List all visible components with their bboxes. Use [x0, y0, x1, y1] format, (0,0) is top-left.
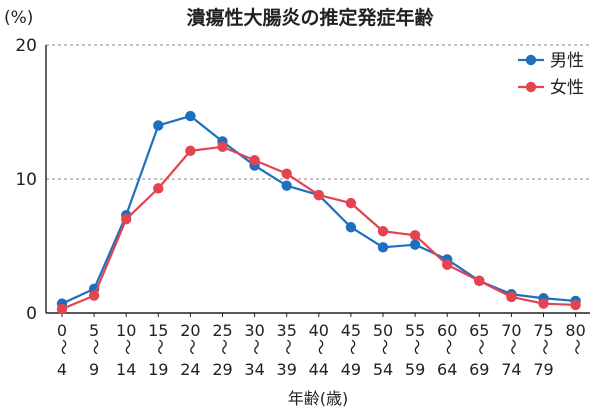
x-tick-separator: ～ [54, 339, 73, 355]
x-tick-label-start: 25 [212, 321, 232, 340]
gridlines [46, 44, 590, 180]
x-tick-separator: ～ [86, 339, 105, 355]
x-tick-separator: ～ [150, 339, 169, 355]
x-tick-label-end: 49 [341, 360, 361, 379]
data-point [506, 291, 517, 303]
data-point [345, 197, 357, 209]
series-line [61, 114, 576, 305]
x-tick-label-end: 34 [244, 360, 264, 379]
data-point [56, 303, 68, 315]
data-point [409, 230, 421, 241]
series-group [56, 110, 581, 315]
x-tick-separator: ～ [182, 339, 201, 355]
x-tick-separator: ～ [343, 339, 362, 355]
x-tick-label-start: 45 [341, 321, 361, 340]
y-tick-label: 10 [15, 170, 37, 190]
x-tick-label-end: 19 [148, 360, 168, 379]
series-line [61, 145, 576, 310]
y-tick-label: 0 [26, 304, 37, 324]
x-tick-label-end: 24 [180, 360, 200, 379]
data-point [249, 155, 260, 166]
x-tick-label-end: 79 [533, 360, 553, 379]
data-point [217, 141, 228, 153]
x-tick-label-end: 14 [116, 360, 136, 379]
data-point [474, 275, 485, 287]
data-point [88, 290, 100, 301]
data-point [281, 180, 292, 191]
x-tick-labels: 0～45～910～1415～1920～2425～2930～3435～3940～4… [54, 321, 587, 379]
x-tick-separator: ～ [375, 339, 394, 355]
x-tick-label-start: 80 [565, 321, 585, 340]
data-point [185, 145, 196, 157]
data-point [409, 239, 421, 250]
data-point [345, 222, 357, 233]
legend-label: 女性 [550, 78, 584, 98]
data-point [121, 214, 132, 225]
series-female [56, 141, 581, 315]
legend-marker [525, 54, 537, 66]
chart-title: 潰瘍性大腸炎の推定発症年齢 [186, 6, 434, 29]
x-tick-label-start: 0 [57, 321, 67, 340]
y-tick-label: 20 [15, 36, 37, 56]
legend-label: 男性 [550, 51, 584, 71]
x-tick-separator: ～ [439, 339, 458, 355]
data-point [570, 299, 581, 311]
y-tick-labels: 0 10 20 [15, 36, 37, 324]
x-tick-label-end: 54 [373, 360, 393, 379]
x-tick-separator: ～ [118, 339, 137, 355]
x-tick-label-end: 74 [501, 360, 521, 379]
x-tick-separator: ～ [503, 339, 522, 355]
data-point [442, 259, 453, 270]
x-tick-label-start: 15 [148, 321, 168, 340]
data-point [153, 120, 164, 131]
x-tick-label-start: 70 [501, 321, 521, 340]
x-tick-label-start: 75 [533, 321, 553, 340]
x-tick-label-end: 4 [57, 360, 67, 379]
x-tick-label-end: 44 [309, 360, 329, 379]
x-tick-separator: ～ [247, 339, 266, 355]
x-tick-separator: ～ [471, 339, 490, 355]
data-point [538, 298, 549, 309]
axes [45, 45, 590, 317]
x-tick-label-start: 5 [89, 321, 99, 340]
data-point [377, 242, 389, 253]
x-tick-label-end: 59 [405, 360, 425, 379]
x-tick-separator: ～ [568, 339, 587, 355]
x-tick-separator: ～ [215, 339, 234, 355]
x-axis-title: 年齢(歳) [288, 389, 349, 408]
x-tick-label-end: 69 [469, 360, 489, 379]
x-tick-label-start: 30 [244, 321, 264, 340]
data-point [153, 183, 164, 194]
data-point [281, 168, 292, 179]
x-tick-label-end: 29 [212, 360, 232, 379]
x-tick-label-start: 40 [309, 321, 329, 340]
y-axis-unit: (%) [4, 8, 33, 28]
x-tick-label-start: 60 [437, 321, 457, 340]
x-tick-label-end: 64 [437, 360, 457, 379]
x-tick-separator: ～ [311, 339, 330, 355]
data-point [185, 110, 196, 122]
x-tick-label-start: 35 [277, 321, 297, 340]
x-tick-separator: ～ [536, 339, 555, 355]
x-tick-separator: ～ [279, 339, 298, 355]
x-tick-label-start: 10 [116, 321, 136, 340]
x-tick-label-start: 55 [405, 321, 425, 340]
data-point [313, 189, 324, 201]
data-point [377, 226, 389, 237]
x-tick-label-start: 50 [373, 321, 393, 340]
x-tick-label-start: 65 [469, 321, 489, 340]
x-tick-label-start: 20 [180, 321, 200, 340]
x-tick-label-end: 39 [277, 360, 297, 379]
x-tick-separator: ～ [407, 339, 426, 355]
x-tick-label-end: 9 [89, 360, 99, 379]
legend-marker [525, 81, 537, 93]
